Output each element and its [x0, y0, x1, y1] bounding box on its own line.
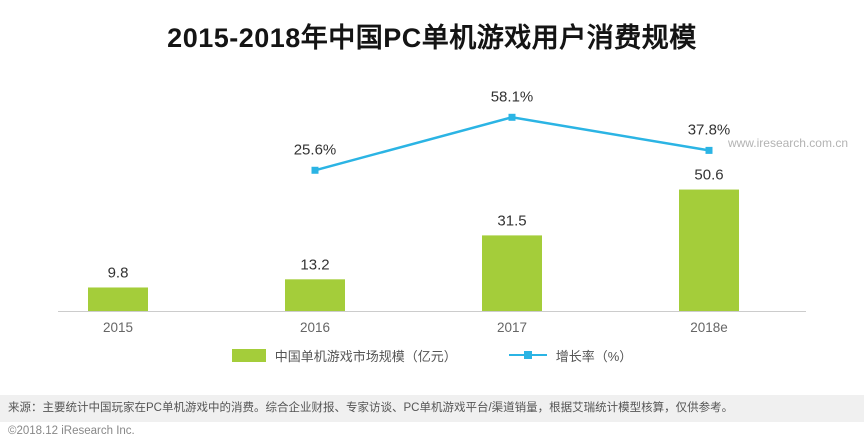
growth-rate-line: [314, 116, 710, 172]
x-axis-tick-label: 2016: [300, 320, 330, 335]
line-series-swatch: [508, 349, 547, 362]
legend-item-line: 增长率（%）: [508, 346, 633, 365]
bar-2017: [482, 235, 542, 311]
growth-point-2016: [311, 166, 319, 174]
line-swatch-marker: [523, 351, 532, 359]
x-axis-tick-label: 2018e: [690, 320, 728, 335]
chart-legend: 中国单机游戏市场规模（亿元） 增长率（%）: [0, 346, 864, 365]
copyright-note: ©2018.12 iResearch Inc.: [8, 425, 135, 437]
x-axis-tick-label: 2017: [497, 320, 527, 335]
bar-value-label: 13.2: [300, 256, 329, 273]
bar-2018e: [679, 189, 739, 311]
bar-2016: [285, 279, 345, 311]
bar-2015: [88, 287, 148, 311]
source-note: 来源：主要统计中国玩家在PC单机游戏中的消费。综合企业财报、专家访谈、PC单机游…: [0, 395, 864, 422]
chart-title: 2015-2018年中国PC单机游戏用户消费规模: [167, 23, 697, 53]
bar-value-label: 9.8: [108, 264, 129, 281]
bar-value-label: 31.5: [497, 212, 526, 229]
growth-value-label: 25.6%: [294, 141, 337, 158]
bar-series-label: 中国单机游戏市场规模（亿元）: [274, 349, 457, 364]
legend-item-bar: 中国单机游戏市场规模（亿元）: [231, 346, 457, 365]
growth-value-label: 37.8%: [688, 121, 731, 138]
line-series-label: 增长率（%）: [555, 349, 633, 364]
x-axis-tick-label: 2015: [103, 320, 133, 335]
watermark-url: www.iresearch.com.cn: [727, 136, 848, 150]
growth-value-label: 58.1%: [491, 88, 534, 105]
bar-value-label: 50.6: [694, 167, 723, 184]
growth-point-2017: [508, 113, 516, 121]
bar-series-swatch: [231, 349, 266, 362]
growth-point-2018e: [705, 146, 713, 154]
